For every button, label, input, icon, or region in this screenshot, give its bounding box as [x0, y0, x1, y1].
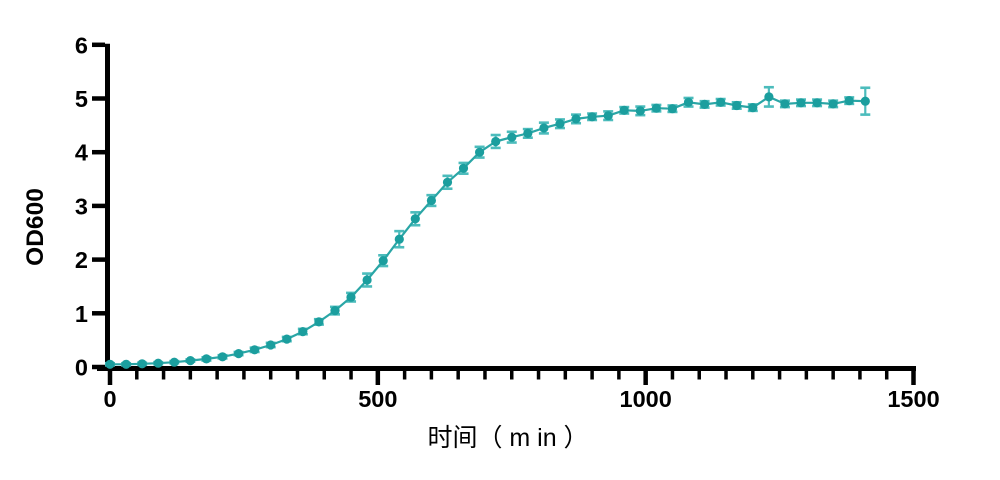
data-point [844, 96, 854, 106]
series-line [110, 95, 866, 366]
axes [97, 43, 916, 371]
data-point [330, 306, 340, 316]
data-point [426, 195, 436, 206]
y-tick-label: 0 [75, 355, 88, 381]
data-point [796, 98, 806, 108]
data-point [314, 317, 324, 327]
data-point [732, 100, 742, 111]
data-point [716, 97, 726, 107]
y-tick-label: 5 [75, 86, 88, 112]
data-point [860, 96, 870, 106]
data-point [651, 103, 662, 113]
data-point [683, 97, 694, 107]
x-tick-label: 500 [358, 386, 397, 412]
data-point [394, 234, 404, 244]
data-point [700, 99, 710, 109]
data-point [603, 111, 613, 121]
data-point [507, 132, 517, 142]
data-point [667, 104, 678, 114]
y-axis-title: OD600 [22, 188, 49, 266]
data-point [298, 327, 308, 337]
data-point [539, 123, 549, 133]
data-point [250, 345, 260, 355]
y-tick-label: 6 [75, 32, 88, 58]
data-point [153, 358, 163, 368]
data-point [185, 356, 195, 366]
data-point [442, 177, 453, 187]
y-tick-label: 3 [75, 193, 88, 219]
data-point [410, 214, 420, 224]
data-point [234, 349, 244, 359]
data-point [346, 292, 356, 302]
x-tick-label: 1000 [620, 386, 672, 412]
data-point [121, 359, 131, 369]
y-tick-label: 1 [75, 301, 88, 327]
data-point [619, 105, 629, 115]
axis-tick-labels: 0 500 1000 1500 0 1 2 3 4 5 6 [75, 32, 940, 412]
data-point [282, 334, 292, 344]
axis-ticks [92, 42, 916, 385]
data-point [378, 256, 388, 266]
data-point [780, 99, 790, 109]
data-point [812, 98, 822, 108]
y-tick-label: 2 [75, 247, 88, 273]
data-point [764, 92, 774, 102]
data-point [635, 106, 645, 116]
data-point [105, 359, 115, 369]
x-axis-title: 时间（ m in ） [427, 424, 588, 452]
data-point [266, 340, 276, 350]
x-tick-label: 0 [103, 386, 116, 412]
data-point [217, 352, 228, 362]
data-point [523, 128, 533, 138]
x-tick-label: 1500 [887, 386, 939, 412]
y-tick-label: 4 [75, 140, 88, 166]
data-point [475, 147, 485, 157]
data-point [458, 163, 469, 173]
data-point [491, 136, 501, 147]
data-point [137, 359, 147, 369]
series-od600-growth-curve [105, 85, 871, 369]
data-point [828, 99, 838, 109]
data-point [587, 112, 597, 122]
data-point [748, 103, 758, 113]
data-series [105, 85, 871, 369]
data-point [201, 354, 211, 364]
data-point [555, 119, 565, 129]
data-point [571, 114, 581, 124]
data-point [362, 275, 372, 285]
data-point [169, 357, 179, 367]
